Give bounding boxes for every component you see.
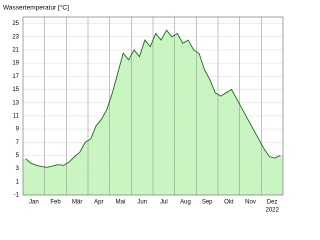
chart: Wassertemperatur [°C] -11357911131517192…	[3, 4, 284, 214]
y-tick-label: 25	[12, 21, 19, 27]
y-tick-label: 3	[16, 166, 20, 172]
x-tick-label: Dez	[267, 200, 278, 206]
y-tick-label: 21	[12, 48, 19, 54]
y-tick-label: 5	[16, 153, 20, 159]
x-tick-label: Apr	[94, 200, 103, 206]
y-tick-label: 11	[13, 113, 20, 119]
chart-title: Wassertemperatur [°C]	[3, 4, 69, 12]
x-tick-label: Nov	[245, 200, 256, 206]
y-tick-label: 7	[16, 140, 20, 146]
y-tick-label: 19	[12, 61, 19, 67]
x-tick-label: Jun	[137, 200, 147, 206]
x-tick-label: Sep	[202, 200, 213, 206]
x-tick-label: Jul	[160, 200, 168, 206]
x-tick-label: Aug	[180, 200, 191, 206]
x-tick-label: Feb	[50, 200, 61, 206]
year-label: 2022	[265, 208, 279, 214]
plot-frame	[22, 16, 284, 196]
y-tick-label: 13	[12, 100, 19, 106]
y-tick-label: 9	[16, 127, 20, 133]
y-tick-label: 15	[12, 87, 19, 93]
y-tick-label: 17	[12, 74, 19, 80]
y-tick-label: -1	[14, 193, 20, 199]
y-tick-label: 23	[12, 34, 19, 40]
y-tick-label: 1	[16, 179, 20, 185]
x-tick-label: Jan	[29, 200, 39, 206]
line	[25, 29, 281, 168]
x-tick-label: Mai	[116, 200, 126, 206]
x-tick-label: Okt	[224, 200, 234, 206]
x-tick-label: Mär	[72, 200, 82, 206]
